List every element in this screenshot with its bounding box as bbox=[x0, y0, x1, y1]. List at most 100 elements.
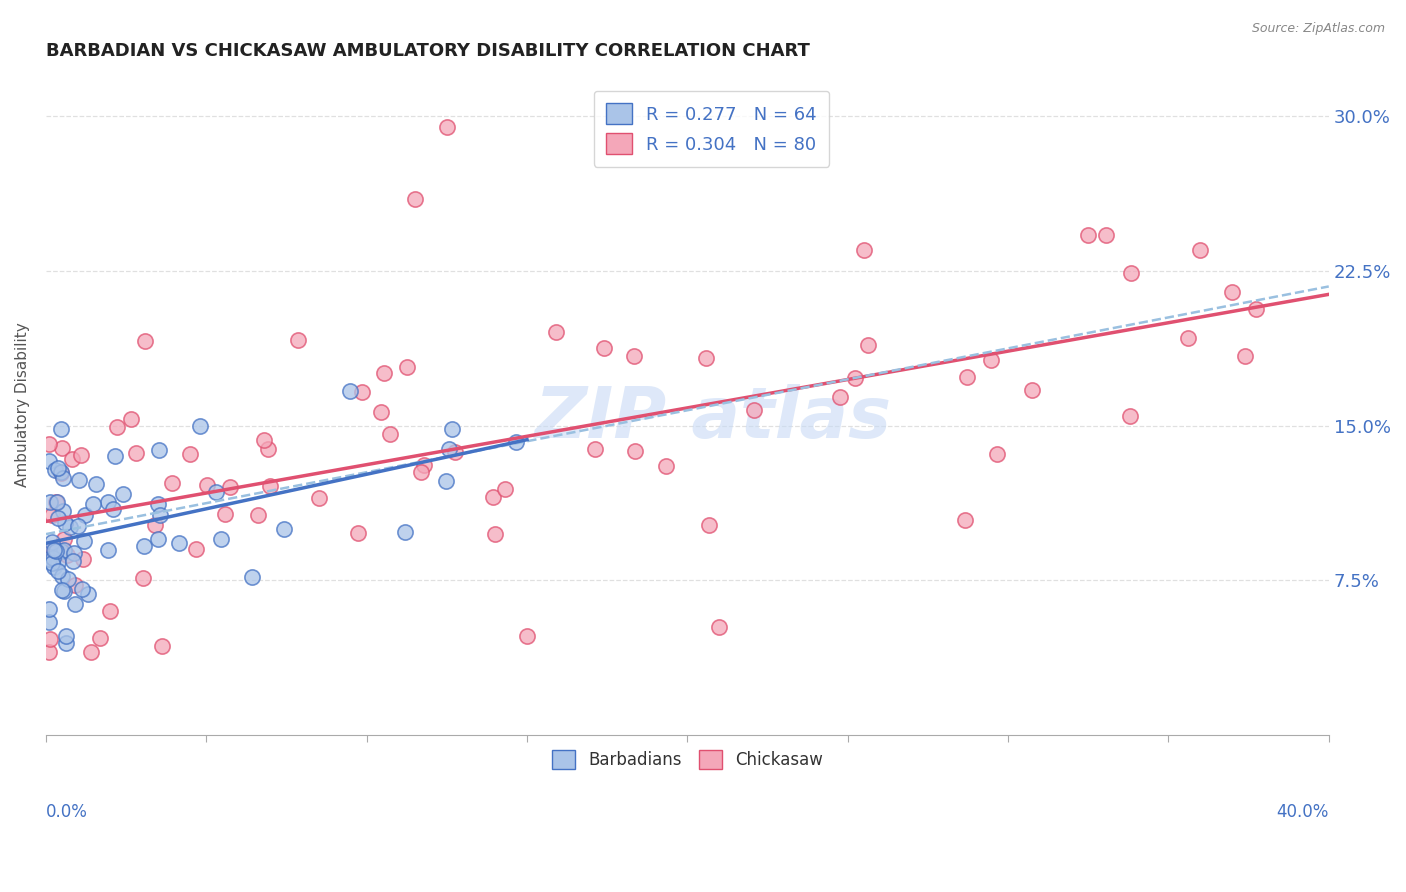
Point bbox=[52, 471, 75, 485]
Point bbox=[62, 554, 84, 568]
Point bbox=[1220, 285, 1243, 299]
Point bbox=[45, 495, 67, 509]
Point bbox=[623, 349, 645, 363]
Point bbox=[80, 645, 103, 659]
Point bbox=[195, 478, 218, 492]
Point bbox=[149, 508, 172, 523]
Point bbox=[53, 516, 76, 531]
Point bbox=[104, 450, 127, 464]
Point bbox=[856, 337, 879, 351]
Point bbox=[143, 518, 166, 533]
Point bbox=[52, 543, 75, 558]
Point bbox=[58, 520, 80, 534]
Point bbox=[52, 584, 75, 599]
Point bbox=[205, 484, 228, 499]
Point bbox=[350, 384, 373, 399]
Point bbox=[436, 120, 458, 134]
Point bbox=[84, 476, 107, 491]
Point bbox=[709, 620, 731, 634]
Point bbox=[51, 569, 73, 583]
Point bbox=[150, 640, 173, 654]
Point bbox=[67, 519, 90, 533]
Point bbox=[41, 550, 63, 565]
Point bbox=[101, 502, 124, 516]
Point bbox=[1077, 227, 1099, 242]
Point bbox=[60, 451, 83, 466]
Point bbox=[742, 403, 765, 417]
Point bbox=[44, 463, 66, 477]
Point bbox=[46, 511, 69, 525]
Point bbox=[38, 602, 60, 616]
Point bbox=[395, 360, 418, 375]
Point bbox=[1119, 266, 1142, 280]
Point bbox=[546, 325, 568, 339]
Point bbox=[132, 571, 155, 585]
Point bbox=[51, 583, 73, 598]
Point bbox=[1234, 349, 1257, 363]
Point bbox=[583, 442, 606, 456]
Text: 40.0%: 40.0% bbox=[1277, 803, 1329, 821]
Point bbox=[55, 636, 77, 650]
Point bbox=[51, 467, 73, 481]
Point bbox=[253, 434, 276, 448]
Point bbox=[82, 497, 104, 511]
Point bbox=[49, 543, 72, 558]
Point bbox=[624, 444, 647, 458]
Point bbox=[148, 443, 170, 458]
Point bbox=[654, 458, 676, 473]
Point bbox=[219, 480, 242, 494]
Point bbox=[980, 353, 1002, 368]
Point bbox=[1118, 409, 1140, 423]
Point bbox=[72, 534, 94, 549]
Text: Source: ZipAtlas.com: Source: ZipAtlas.com bbox=[1251, 22, 1385, 36]
Point bbox=[125, 446, 148, 460]
Point bbox=[46, 460, 69, 475]
Point bbox=[956, 369, 979, 384]
Point bbox=[38, 632, 60, 646]
Point bbox=[1244, 302, 1267, 317]
Point bbox=[257, 442, 280, 457]
Point bbox=[370, 405, 392, 419]
Point bbox=[89, 631, 111, 645]
Point bbox=[482, 490, 505, 504]
Point bbox=[65, 578, 87, 592]
Point bbox=[1021, 383, 1043, 397]
Point bbox=[695, 351, 717, 365]
Point bbox=[41, 535, 63, 549]
Point bbox=[38, 552, 60, 566]
Text: ZIP atlas: ZIP atlas bbox=[534, 384, 891, 452]
Point bbox=[38, 542, 60, 557]
Point bbox=[105, 419, 128, 434]
Point bbox=[184, 541, 207, 556]
Point bbox=[41, 508, 63, 523]
Point bbox=[830, 390, 852, 404]
Point bbox=[347, 526, 370, 541]
Point bbox=[98, 604, 121, 618]
Point bbox=[394, 524, 416, 539]
Point bbox=[111, 487, 134, 501]
Point bbox=[51, 442, 73, 456]
Point bbox=[51, 465, 73, 479]
Point bbox=[44, 543, 66, 558]
Point bbox=[63, 597, 86, 611]
Point bbox=[52, 504, 75, 518]
Point bbox=[70, 449, 93, 463]
Point bbox=[505, 435, 527, 450]
Point bbox=[373, 367, 395, 381]
Point bbox=[188, 419, 211, 434]
Point bbox=[209, 533, 232, 547]
Point bbox=[73, 508, 96, 522]
Point bbox=[41, 557, 63, 571]
Point bbox=[120, 412, 142, 426]
Point bbox=[214, 508, 236, 522]
Point bbox=[412, 458, 434, 472]
Point bbox=[844, 371, 866, 385]
Point bbox=[1095, 228, 1118, 243]
Y-axis label: Ambulatory Disability: Ambulatory Disability bbox=[15, 323, 30, 487]
Point bbox=[434, 475, 457, 489]
Point bbox=[1189, 244, 1212, 258]
Point bbox=[167, 536, 190, 550]
Point bbox=[242, 570, 264, 584]
Point bbox=[441, 421, 464, 435]
Point bbox=[146, 532, 169, 546]
